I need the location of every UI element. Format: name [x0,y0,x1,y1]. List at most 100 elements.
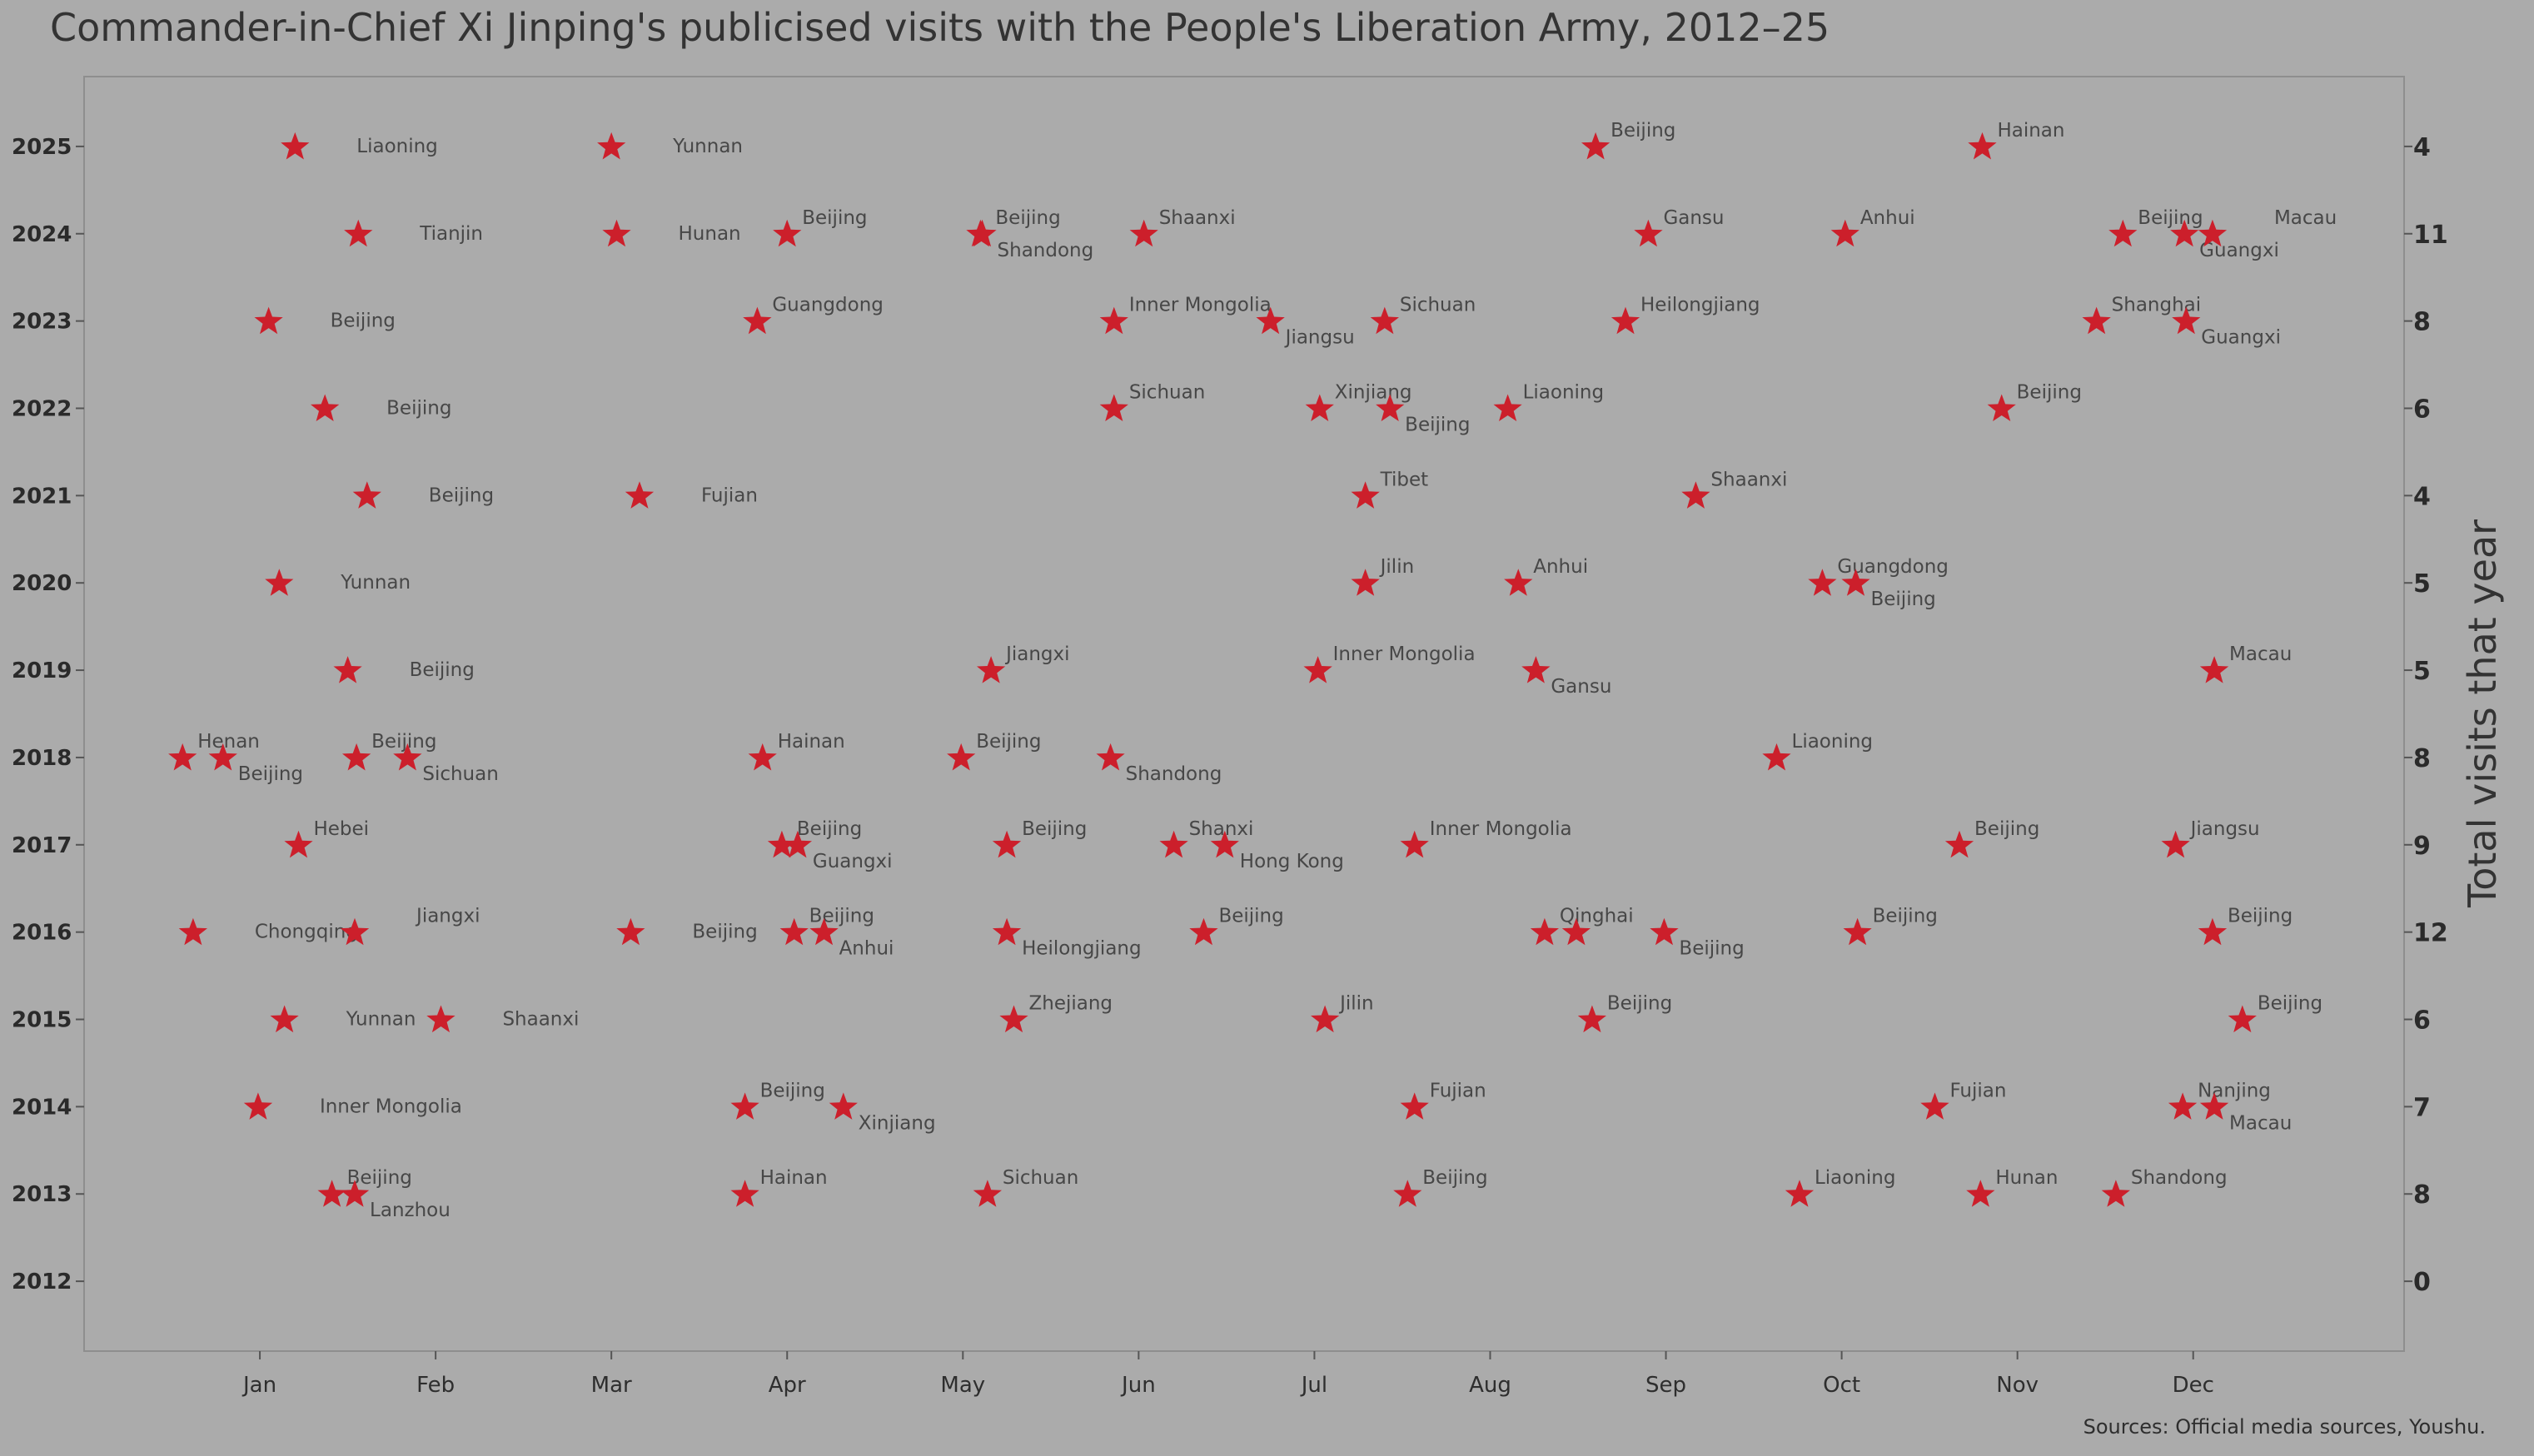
month-tick-label: Oct [1823,1373,1860,1398]
month-tick-label: Jul [1300,1373,1327,1398]
month-tick-label: Jun [1120,1373,1156,1398]
visit-place-label: Shanxi [1189,818,1254,840]
visit-place-label: Liaoning [356,136,438,157]
visit-place-label: Beijing [1873,906,1938,927]
visit-place-label: Sichuan [1003,1167,1078,1189]
visit-place-label: Liaoning [1815,1167,1896,1189]
visit-place-label: Jilin [1338,993,1374,1015]
visit-star-marker [1303,656,1332,683]
visit-star-marker [1611,306,1640,335]
visit-star-marker [1099,306,1128,335]
total-visits-value: 12 [2413,919,2448,948]
visit-star-marker [748,743,777,771]
visit-star-marker [616,917,645,946]
total-visits-value: 5 [2413,657,2431,686]
visit-place-label: Shandong [1126,763,1222,785]
visit-place-label: Jiangxi [415,906,480,927]
visit-place-label: Beijing [2258,993,2322,1015]
visit-star-marker [1129,219,1158,247]
month-tick-label: Mar [591,1373,632,1398]
visit-place-label: Xinjiang [859,1112,936,1134]
visit-place-label: Hainan [1997,120,2064,142]
visit-place-label: Beijing [347,1167,412,1189]
visit-star-marker [352,481,381,509]
total-visits-value: 0 [2413,1268,2431,1297]
total-visits-value: 4 [2413,133,2431,162]
visit-place-label: Yunnan [346,1009,416,1031]
visit-star-marker [779,917,809,946]
visit-star-marker [1210,830,1239,858]
year-tick-label: 2019 [12,658,72,683]
visit-place-label: Sichuan [1129,381,1205,403]
visit-star-marker [1376,394,1405,421]
year-tick-label: 2025 [12,135,72,160]
visit-star-marker [973,1180,1002,1207]
visit-star-marker [342,743,371,771]
visit-star-marker [2172,306,2201,335]
visit-place-label: Tianjin [419,223,483,245]
visit-place-label: Hebei [313,818,369,840]
visit-place-label: Macau [2229,1112,2292,1134]
visit-place-label: Hong Kong [1240,851,1344,872]
visit-place-label: Jiangsu [2189,818,2260,840]
visit-place-label: Yunnan [672,136,743,157]
visit-place-label: Shaanxi [1159,207,1236,229]
visit-star-marker [1785,1180,1815,1207]
visit-place-label: Guangxi [2201,327,2281,349]
visit-place-label: Sichuan [1400,295,1476,316]
visit-place-label: Beijing [331,311,396,332]
month-tick-label: Dec [2173,1373,2214,1398]
visit-star-marker [1920,1092,1949,1120]
visit-star-marker [243,1092,273,1120]
total-visits-value: 7 [2413,1093,2431,1122]
visit-place-label: Beijing [386,397,451,419]
visit-place-label: Beijing [797,818,862,840]
visit-star-marker [809,917,839,946]
year-tick-label: 2021 [12,484,72,509]
visit-place-label: Gansu [1663,207,1724,229]
visit-star-marker [1577,1005,1606,1033]
month-tick-label: Sep [1645,1373,1686,1398]
year-tick-label: 2024 [12,222,72,247]
visit-star-marker [743,306,772,335]
year-tick-label: 2020 [12,571,72,596]
total-visits-value: 8 [2413,744,2431,773]
month-tick-label: Aug [1469,1373,1511,1398]
visit-star-marker [992,917,1022,946]
visit-star-marker [2168,1092,2198,1120]
visit-place-label: Macau [2229,644,2292,665]
month-tick-label: Jan [241,1373,276,1398]
visit-place-label: Guangxi [2199,240,2279,261]
visit-star-marker [426,1005,456,1033]
total-visits-value: 4 [2413,482,2431,511]
total-visits-value: 6 [2413,395,2431,424]
visit-star-marker [1504,569,1533,596]
visit-star-marker [767,830,796,858]
visit-star-marker [1159,830,1188,858]
month-tick-label: Nov [1996,1373,2039,1398]
visit-place-label: Beijing [976,731,1041,753]
visit-place-label: Beijing [1422,1167,1487,1189]
year-tick-label: 2023 [12,310,72,335]
year-tick-label: 2022 [12,396,72,421]
visit-place-label: Beijing [1405,414,1470,435]
visit-star-marker [2199,1092,2229,1120]
visit-place-label: Fujian [1430,1080,1486,1101]
visit-star-marker [1968,132,1997,160]
visit-star-marker [1987,394,2016,421]
visit-place-label: Sichuan [422,763,498,785]
visit-star-marker [265,569,294,596]
year-tick-label: 2013 [12,1182,72,1207]
visit-place-label: Beijing [2017,381,2082,403]
visit-star-marker [1634,219,1663,247]
visit-place-label: Beijing [1679,938,1744,960]
visit-place-label: Hunan [1995,1167,2058,1189]
visit-star-marker [829,1092,858,1120]
visit-star-marker [2198,219,2228,247]
visit-place-label: Beijing [1218,906,1283,927]
visit-markers: Liaoning Yunnan Beijing Hainan Tianjin Hunan B… [168,120,2337,1221]
visit-place-label: Inner Mongolia [1430,818,1572,840]
visit-star-marker [333,656,362,683]
visit-place-label: Guangxi [813,851,893,872]
